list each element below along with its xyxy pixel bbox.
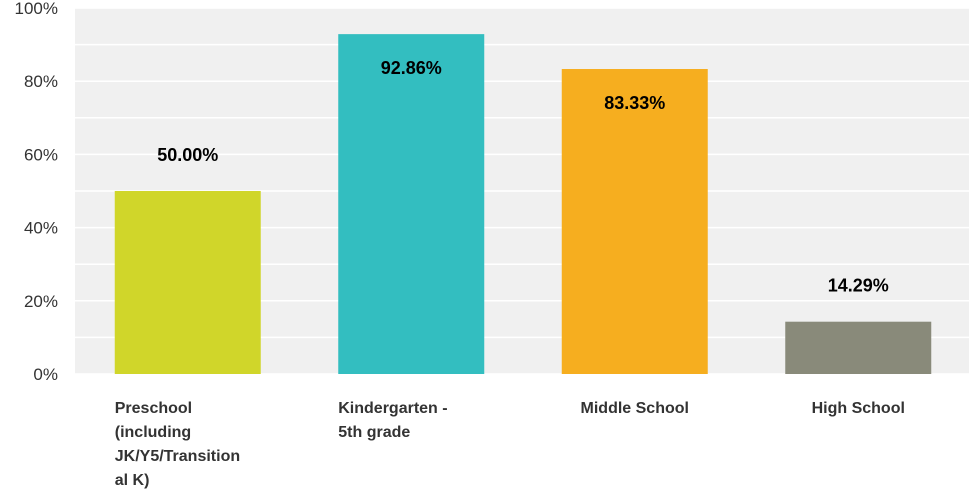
y-tick-label: 100% xyxy=(15,0,58,18)
data-label: 14.29% xyxy=(828,276,889,296)
bar xyxy=(561,69,708,374)
y-tick-label: 0% xyxy=(33,365,58,384)
y-tick-label: 20% xyxy=(24,292,58,311)
x-tick-label: Kindergarten - 5th grade xyxy=(338,400,447,441)
y-axis: 0% 20% 40% 60% 80% 100% xyxy=(15,0,58,384)
data-label: 83.33% xyxy=(604,93,665,113)
x-tick-label: Middle School xyxy=(581,400,689,417)
x-tick-label-line: Kindergarten - xyxy=(338,400,447,417)
data-label: 50.00% xyxy=(157,145,218,165)
bars xyxy=(114,34,932,375)
y-tick-label: 80% xyxy=(24,72,58,91)
x-tick-label-line: JK/Y5/Transition xyxy=(115,448,240,465)
x-tick-label-line: Middle School xyxy=(581,400,689,417)
x-tick-label-line: Preschool xyxy=(115,400,192,417)
data-labels: 50.00% 92.86% 83.33% 14.29% xyxy=(157,58,889,296)
bar xyxy=(785,321,932,374)
y-tick-label: 40% xyxy=(24,219,58,238)
bar xyxy=(114,191,261,374)
x-tick-label-line: 5th grade xyxy=(338,424,410,441)
x-tick-label-line: al K) xyxy=(115,472,150,489)
x-tick-label: High School xyxy=(812,400,905,417)
x-tick-label-line: High School xyxy=(812,400,905,417)
x-tick-label: Preschool (including JK/Y5/Transition al K) xyxy=(115,400,240,489)
x-axis: Preschool (including JK/Y5/Transition al K)… xyxy=(115,400,905,489)
y-tick-label: 60% xyxy=(24,145,58,164)
bar xyxy=(338,34,485,375)
data-label: 92.86% xyxy=(381,58,442,78)
x-tick-label-line: (including xyxy=(115,424,191,441)
